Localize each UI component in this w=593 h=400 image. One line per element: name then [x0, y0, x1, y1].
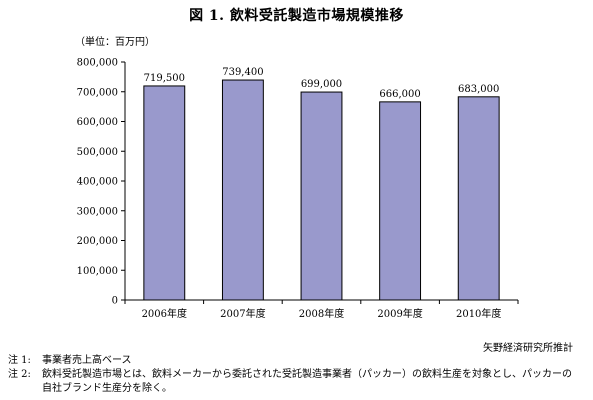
unit-label: （単位：百万円） [75, 37, 155, 48]
data-label: 739,400 [222, 67, 263, 78]
y-tick-label: 500,000 [77, 147, 118, 158]
x-tick-label: 2007年度 [220, 307, 265, 320]
source-label: 矢野経済研究所推計 [483, 343, 573, 354]
data-label: 666,000 [379, 89, 420, 100]
bar [457, 96, 500, 301]
y-tick-label: 100,000 [77, 266, 118, 277]
data-label: 719,500 [144, 73, 185, 84]
x-tick-label: 2009年度 [377, 307, 422, 320]
note-2: 注 2: 飲料受託製造市場とは、飲料メーカーから委託された受託製造事業者（パッカー… [8, 368, 588, 396]
x-tick-label: 2006年度 [142, 307, 187, 320]
data-label: 683,000 [458, 84, 499, 95]
note-1: 注 1: 事業者売上高ベース [8, 354, 588, 368]
y-tick-label: 800,000 [77, 58, 118, 69]
x-tick-label: 2010年度 [456, 307, 501, 320]
x-tick-label: 2008年度 [299, 307, 344, 320]
y-tick-label: 200,000 [77, 236, 118, 247]
note-1-label: 注 1: [8, 355, 31, 366]
bar [221, 79, 264, 301]
y-tick-label: 300,000 [77, 206, 118, 217]
y-tick-label: 0 [112, 296, 118, 307]
chart-title: 図 1. 飲料受託製造市場規模推移 [189, 8, 404, 24]
bar-chart: 0 100,000 200,000 300,000 400,000 500,000 600,… [77, 58, 519, 320]
y-tick-label: 700,000 [77, 87, 118, 98]
y-tick-label: 400,000 [77, 177, 118, 188]
note-2-continuation: 自社ブランド生産分を除く。 [42, 383, 172, 394]
data-label: 699,000 [301, 79, 342, 90]
bar [143, 85, 186, 301]
note-2-label: 注 2: [8, 369, 31, 380]
bar [300, 91, 343, 301]
note-2-text: 飲料受託製造市場とは、飲料メーカーから委託された受託製造事業者（パッカー）の飲料… [42, 369, 572, 380]
bar [379, 101, 422, 301]
y-tick-label: 600,000 [77, 117, 118, 128]
note-1-text: 事業者売上高ベース [42, 355, 132, 366]
